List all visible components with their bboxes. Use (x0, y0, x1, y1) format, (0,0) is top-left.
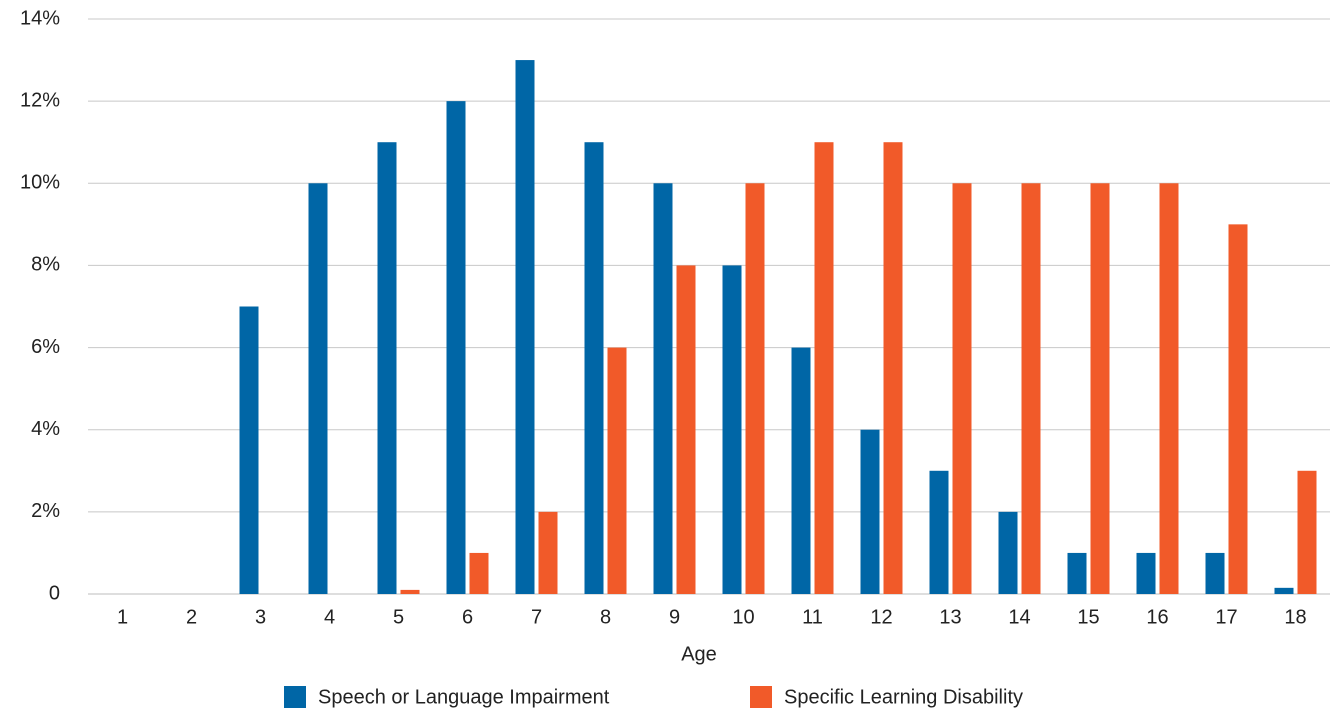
x-axis-label: Age (681, 643, 717, 665)
bar (929, 470, 949, 594)
y-tick-label: 6% (31, 336, 60, 358)
bar (1228, 224, 1248, 594)
y-tick-label: 12% (20, 89, 60, 111)
x-tick-label: 17 (1215, 606, 1237, 628)
bar (860, 429, 880, 594)
x-tick-label: 11 (802, 606, 823, 628)
bar (1136, 552, 1156, 594)
y-tick-label: 10% (20, 172, 60, 194)
legend-label: Specific Learning Disability (784, 686, 1023, 708)
y-tick-label: 2% (31, 500, 60, 522)
bar (1090, 183, 1110, 595)
bar (952, 183, 972, 595)
x-tick-label: 15 (1077, 606, 1099, 628)
y-tick-label: 8% (31, 254, 60, 276)
bar (1021, 183, 1041, 595)
x-tick-label: 16 (1146, 606, 1168, 628)
bar (446, 101, 466, 595)
x-tick-label: 6 (462, 606, 473, 628)
bar (1274, 587, 1294, 594)
x-tick-label: 7 (531, 606, 542, 628)
bar (584, 142, 604, 594)
bar (515, 60, 535, 595)
bar (538, 511, 558, 594)
bar (998, 511, 1018, 594)
bar (883, 142, 903, 594)
y-tick-label: 14% (20, 7, 60, 29)
bar (469, 552, 489, 594)
y-tick-label: 4% (31, 418, 60, 440)
x-tick-label: 9 (669, 606, 680, 628)
x-tick-label: 13 (939, 606, 961, 628)
bar (377, 142, 397, 594)
x-tick-label: 10 (732, 606, 754, 628)
bar (308, 183, 328, 595)
x-tick-label: 2 (186, 606, 197, 628)
x-tick-label: 8 (600, 606, 611, 628)
bar (1159, 183, 1179, 595)
x-tick-label: 4 (324, 606, 335, 628)
x-tick-label: 12 (870, 606, 892, 628)
bar (400, 589, 420, 594)
bar (1067, 552, 1087, 594)
x-tick-label: 3 (255, 606, 266, 628)
bar (814, 142, 834, 594)
x-tick-label: 18 (1284, 606, 1306, 628)
bar (239, 306, 259, 594)
legend-swatch (750, 686, 772, 708)
x-tick-label: 14 (1008, 606, 1030, 628)
x-tick-label: 5 (393, 606, 404, 628)
bar (1205, 552, 1225, 594)
bar (745, 183, 765, 595)
y-tick-label: 0 (49, 582, 60, 604)
bar (1297, 470, 1317, 594)
bar (653, 183, 673, 595)
bar (791, 347, 811, 594)
bar (676, 265, 696, 594)
x-tick-label: 1 (117, 606, 128, 628)
legend-label: Speech or Language Impairment (318, 686, 610, 708)
bar (607, 347, 627, 594)
legend-swatch (284, 686, 306, 708)
bar (722, 265, 742, 594)
